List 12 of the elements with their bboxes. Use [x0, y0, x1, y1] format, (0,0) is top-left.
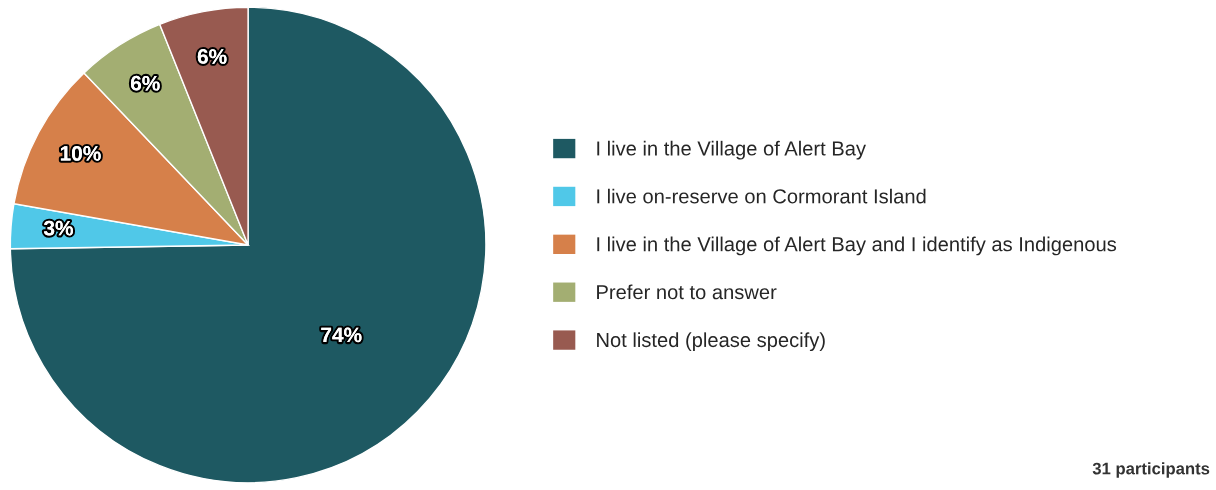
pie-slice: [9, 6, 487, 484]
legend-label: Prefer not to answer: [597, 284, 777, 300]
data-label: 6%: [197, 49, 227, 64]
data-label: 74%: [321, 327, 362, 343]
data-label: 3%: [43, 220, 73, 236]
legend-label: I live in the Village of Alert Bay: [597, 140, 866, 160]
text: 31 participants: [1092, 462, 1210, 478]
legend-label: I live on-reserve on Cormorant Island: [597, 188, 926, 204]
legend-label: Not listed (please specify): [597, 332, 825, 352]
data-label: 10%: [60, 146, 101, 161]
legend-label: I live in the Village of Alert Bay and I identify as Indigenous: [597, 236, 1117, 256]
data-label: 6%: [130, 75, 160, 91]
